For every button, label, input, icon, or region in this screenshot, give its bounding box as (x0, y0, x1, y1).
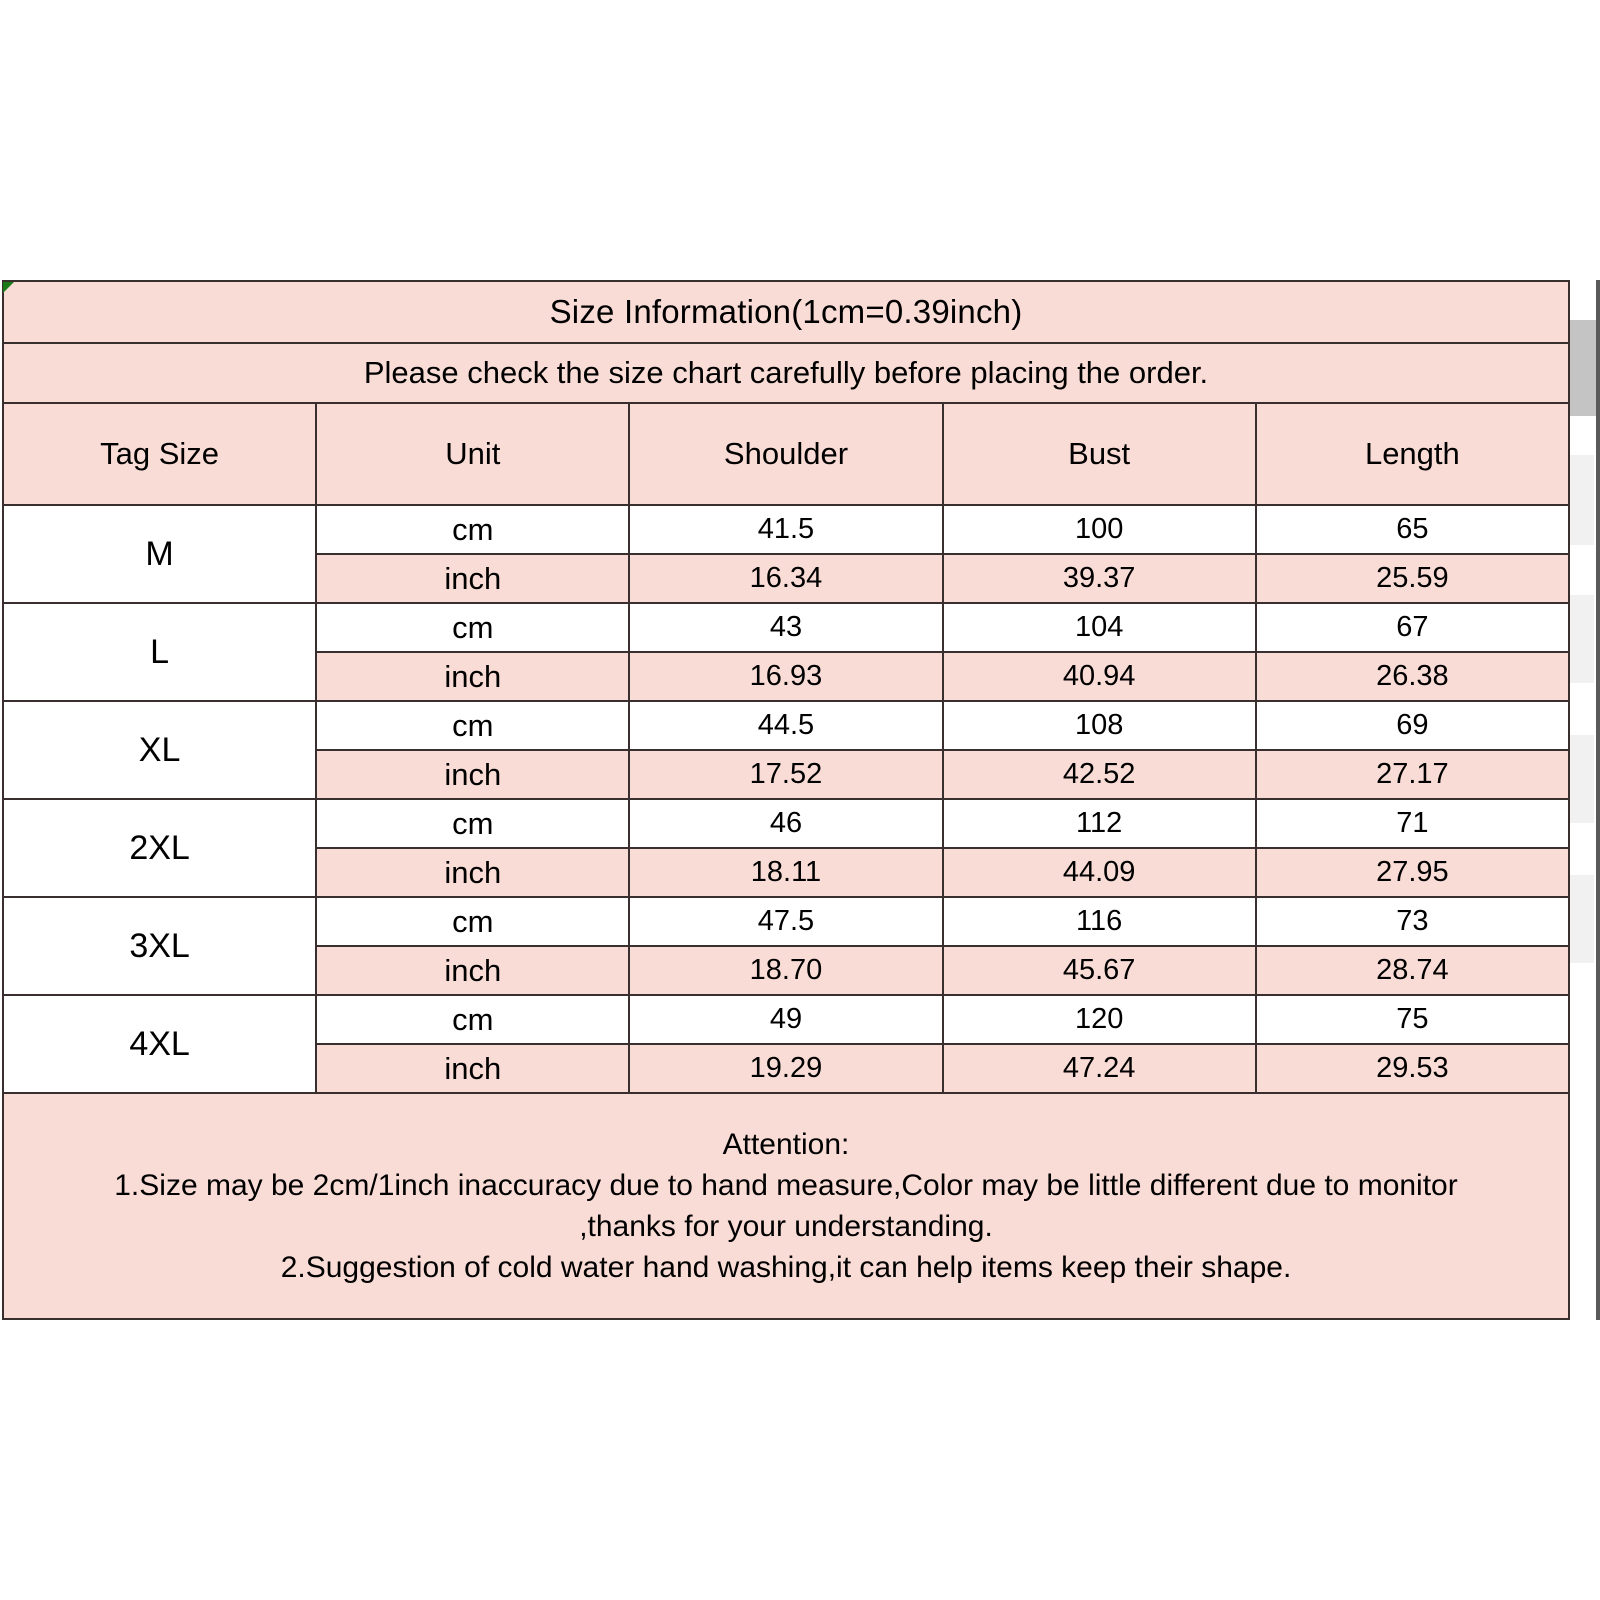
table-row: M cm 41.5 100 65 (1, 504, 1571, 604)
right-edge-line (1596, 280, 1600, 1320)
green-corner-speck (3, 282, 14, 293)
unit-cell-inch: inch (315, 553, 631, 604)
table-row: 3XL cm 47.5 116 73 (1, 896, 1571, 996)
shoulder-cell-cm: 44.5 (628, 700, 944, 751)
length-cell-cm: 71 (1254, 798, 1571, 849)
shoulder-cell-inch: 16.93 (628, 651, 944, 702)
table-row: 2XL cm 46 112 71 (1, 798, 1571, 898)
size-chart-table: Size Information(1cm=0.39inch) Please ch… (1, 280, 1571, 1320)
shoulder-cell-inch: 19.29 (628, 1043, 944, 1094)
table-row: XL cm 44.5 108 69 (1, 700, 1571, 800)
shoulder-cell-inch: 18.11 (628, 847, 944, 898)
column-header-shoulder: Shoulder (628, 402, 944, 506)
tag-size-cell: 3XL (1, 896, 318, 996)
column-header-bust: Bust (941, 402, 1257, 506)
table-row: inch 18.70 45.67 28.74 (3, 945, 1571, 996)
unit-cell-cm: cm (315, 504, 631, 555)
unit-cell-cm: cm (315, 896, 631, 947)
shoulder-cell-cm: 47.5 (628, 896, 944, 947)
table-row: L cm 43 104 67 (1, 602, 1571, 702)
unit-cell-inch: inch (315, 651, 631, 702)
length-cell-inch: 26.38 (1254, 651, 1571, 702)
table-row: inch 16.93 40.94 26.38 (3, 651, 1571, 702)
length-cell-cm: 73 (1254, 896, 1571, 947)
attention-note-1-cont: ,thanks for your understanding. (579, 1210, 993, 1243)
table-row: 4XL cm 49 120 75 (1, 994, 1571, 1094)
bust-cell-inch: 42.52 (941, 749, 1257, 800)
table-title-row: Size Information(1cm=0.39inch) (2, 280, 1570, 344)
tag-size-cell: L (1, 602, 318, 702)
bust-cell-inch: 45.67 (941, 945, 1257, 996)
bust-cell-cm: 116 (941, 896, 1257, 947)
shoulder-cell-cm: 49 (628, 994, 944, 1045)
column-header-unit: Unit (315, 402, 631, 506)
shoulder-cell-cm: 46 (628, 798, 944, 849)
unit-cell-inch: inch (315, 945, 631, 996)
bust-cell-cm: 100 (941, 504, 1257, 555)
bust-cell-cm: 112 (941, 798, 1257, 849)
table-row: inch 18.11 44.09 27.95 (3, 847, 1571, 898)
tag-size-cell: M (1, 504, 318, 604)
unit-cell-cm: cm (315, 994, 631, 1045)
table-row: inch 17.52 42.52 27.17 (3, 749, 1571, 800)
table-row: inch 19.29 47.24 29.53 (3, 1043, 1571, 1094)
tag-size-cell: 2XL (1, 798, 318, 898)
tag-size-cell: 4XL (1, 994, 318, 1094)
bust-cell-cm: 104 (941, 602, 1257, 653)
faint-artifact-4 (1568, 875, 1594, 963)
attention-row: Attention: 1.Size may be 2cm/1inch inacc… (2, 1092, 1570, 1320)
length-cell-cm: 69 (1254, 700, 1571, 751)
shoulder-cell-inch: 17.52 (628, 749, 944, 800)
scrollbar-artifact (1570, 320, 1600, 416)
unit-cell-cm: cm (315, 700, 631, 751)
shoulder-cell-cm: 43 (628, 602, 944, 653)
attention-note-1: 1.Size may be 2cm/1inch inaccuracy due t… (114, 1169, 1458, 1202)
table-row: inch 16.34 39.37 25.59 (3, 553, 1571, 604)
table-subtitle: Please check the size chart carefully be… (2, 342, 1570, 404)
length-cell-cm: 75 (1254, 994, 1571, 1045)
length-cell-inch: 27.95 (1254, 847, 1571, 898)
bust-cell-inch: 39.37 (941, 553, 1257, 604)
bust-cell-inch: 44.09 (941, 847, 1257, 898)
attention-heading: Attention: (722, 1128, 850, 1161)
tag-size-cell: XL (1, 700, 318, 800)
faint-artifact-1 (1568, 455, 1594, 545)
unit-cell-cm: cm (315, 602, 631, 653)
attention-cell: Attention: 1.Size may be 2cm/1inch inacc… (2, 1092, 1570, 1320)
length-cell-inch: 28.74 (1254, 945, 1571, 996)
faint-artifact-2 (1568, 595, 1594, 683)
shoulder-cell-inch: 18.70 (628, 945, 944, 996)
table-header-row: Tag Size Unit Shoulder Bust Length (1, 402, 1571, 506)
table-subtitle-row: Please check the size chart carefully be… (2, 342, 1570, 404)
bust-cell-cm: 108 (941, 700, 1257, 751)
bust-cell-cm: 120 (941, 994, 1257, 1045)
unit-cell-inch: inch (315, 1043, 631, 1094)
unit-cell-inch: inch (315, 749, 631, 800)
unit-cell-inch: inch (315, 847, 631, 898)
length-cell-inch: 27.17 (1254, 749, 1571, 800)
length-cell-inch: 29.53 (1254, 1043, 1571, 1094)
faint-artifact-3 (1568, 735, 1594, 823)
bust-cell-inch: 40.94 (941, 651, 1257, 702)
length-cell-cm: 65 (1254, 504, 1571, 555)
column-header-tag-size: Tag Size (1, 402, 318, 506)
bust-cell-inch: 47.24 (941, 1043, 1257, 1094)
shoulder-cell-cm: 41.5 (628, 504, 944, 555)
shoulder-cell-inch: 16.34 (628, 553, 944, 604)
length-cell-inch: 25.59 (1254, 553, 1571, 604)
length-cell-cm: 67 (1254, 602, 1571, 653)
unit-cell-cm: cm (315, 798, 631, 849)
column-header-length: Length (1254, 402, 1571, 506)
table-title: Size Information(1cm=0.39inch) (2, 280, 1570, 344)
attention-note-2: 2.Suggestion of cold water hand washing,… (280, 1251, 1292, 1284)
